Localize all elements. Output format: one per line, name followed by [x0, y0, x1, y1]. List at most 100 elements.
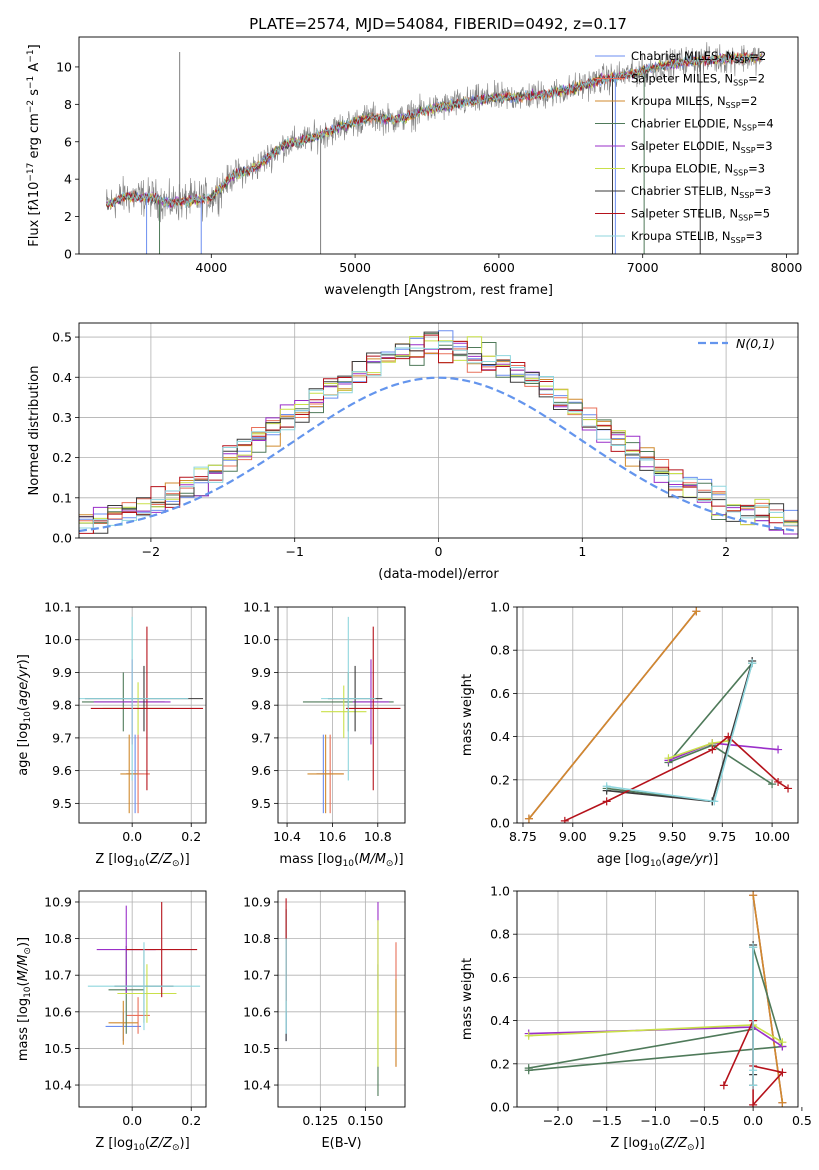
legend-tail: =3	[748, 162, 765, 176]
x-tick-label: −2	[142, 544, 160, 559]
y-tick-label: 10.9	[44, 894, 72, 909]
x-tick-label: −1	[285, 544, 303, 559]
label-part: ⊙	[172, 1143, 180, 1153]
legend-tail: =3	[756, 139, 773, 153]
label-part: −17	[26, 163, 36, 182]
legend-text: Kroupa MILES, N	[631, 94, 726, 108]
x-tick-label: −1.0	[640, 1113, 670, 1128]
legend-label: Salpeter STELIB, NSSP=5	[631, 207, 770, 223]
label-part: 10	[23, 986, 33, 998]
y-tick-label: 0.4	[490, 729, 510, 744]
label-part: (	[354, 852, 359, 867]
weight-marker	[778, 1068, 787, 1077]
legend-sub: SSP	[733, 169, 748, 178]
y-tick-label: 0.6	[490, 970, 510, 985]
legend-sub: SSP	[738, 214, 753, 223]
x-axis-label: mass [log10​(M/M⊙​)]	[279, 852, 403, 869]
weight-marker	[749, 1100, 758, 1107]
x-tick-label: 0.2	[181, 829, 201, 844]
gaussian-curve	[79, 376, 798, 533]
weight-marker	[710, 797, 719, 806]
axes-frame-weight_vs_Z	[516, 890, 799, 1108]
y-tick-label: 0.8	[490, 927, 510, 942]
label-part: λ	[27, 198, 42, 207]
legend-text: Salpeter ELODIE, N	[631, 139, 741, 153]
weight-marker	[524, 814, 533, 823]
y-tick-label: 1.0	[490, 600, 510, 615]
legend-sub: SSP	[739, 191, 754, 200]
x-tick-label: −1.5	[592, 1113, 622, 1128]
label-part: 10	[343, 859, 355, 869]
y-tick-label: 10.7	[243, 968, 271, 983]
x-tick-label: 9.00	[559, 829, 587, 844]
x-tick-label: 8.75	[509, 829, 537, 844]
label-part: Z/Z	[664, 1136, 688, 1151]
label-part: (	[145, 852, 150, 867]
legend-sub: SSP	[731, 236, 746, 245]
weight-marker	[749, 891, 758, 900]
panel-age_vs_mass: 10.4 10.6 10.8 9.5 9.6 9.7 9.8 9.9 10.0 10.1 mass …	[243, 600, 406, 869]
histogram-step	[79, 341, 798, 529]
y-tick-label: 10.5	[44, 1041, 72, 1056]
weight-marker	[749, 943, 758, 952]
legend-text: Chabrier MILES, N	[631, 49, 734, 63]
label-part: )]	[16, 937, 31, 947]
legend-sub: SSP	[733, 79, 748, 88]
label-part: age/yr	[666, 852, 709, 867]
x-tick-label: 10.8	[364, 829, 392, 844]
x-tick-label: 9.50	[659, 829, 687, 844]
label-part: E(B-V)	[321, 1136, 361, 1151]
legend-tail: =2	[749, 49, 766, 63]
label-part: (	[16, 706, 31, 711]
x-tick-label: 9.75	[708, 829, 736, 844]
label-part: 10	[133, 1143, 145, 1153]
y-axis-label: Flux [fλ10−17​ erg cm−2​ s−1​ A−1​]	[26, 44, 42, 246]
y-tick-label: 1.0	[490, 884, 510, 899]
plot-area-residuals	[79, 323, 798, 538]
legend-label: Kroupa STELIB, NSSP=3	[631, 229, 762, 245]
weight-line	[606, 662, 753, 803]
legend-text: Chabrier STELIB, N	[631, 184, 739, 198]
y-tick-label: 9.8	[52, 698, 72, 713]
legend-label: Chabrier ELODIE, NSSP=4	[631, 117, 774, 133]
y-tick-label: 10.4	[243, 1078, 271, 1093]
y-tick-label: 10.5	[243, 1041, 271, 1056]
legend-tail: =2	[741, 94, 758, 108]
x-tick-label: 10.4	[273, 829, 301, 844]
x-axis-label: (data-model)/error	[378, 567, 499, 582]
x-tick-label: 10.6	[319, 829, 347, 844]
legend-text: Kroupa STELIB, N	[631, 229, 731, 243]
x-tick-label: 8000	[771, 260, 803, 275]
label-part: (	[661, 852, 666, 867]
legend-sub: SSP	[741, 146, 756, 155]
weight-marker	[768, 780, 777, 789]
label-part: )]	[180, 852, 190, 867]
y-tick-label: 0.4	[52, 370, 72, 385]
label-part: Z [log	[95, 852, 133, 867]
weight-line	[606, 660, 753, 803]
label-part: erg cm	[27, 113, 42, 162]
label-part: mass [log	[279, 852, 342, 867]
x-tick-label: 4000	[195, 260, 227, 275]
x-tick-label: 0.0	[122, 829, 142, 844]
x-tick-label: 5000	[339, 260, 371, 275]
y-tick-label: 9.5	[251, 796, 271, 811]
label-part: (	[660, 1136, 665, 1151]
y-tick-label: 10.8	[44, 931, 72, 946]
plot-area-age_vs_mass	[278, 607, 405, 823]
x-tick-label: 0.2	[181, 1113, 201, 1128]
label-part: age [log	[597, 852, 650, 867]
y-tick-label: 9.6	[251, 763, 271, 778]
plot-area-weight_vs_Z	[517, 891, 798, 1107]
y-tick-label: 10.4	[44, 1078, 72, 1093]
y-tick-label: 0.0	[52, 531, 72, 546]
y-axis-label: mass weight	[460, 958, 475, 1040]
weight-marker	[719, 1081, 728, 1090]
weight-marker	[602, 797, 611, 806]
weight-marker	[748, 659, 757, 668]
label-part: 10	[133, 859, 145, 869]
plot-area-mass_vs_ebv	[278, 891, 405, 1107]
label-part: Z [log	[610, 1136, 648, 1151]
plot-area-spectrum	[105, 42, 763, 254]
y-tick-label: 10.8	[243, 931, 271, 946]
